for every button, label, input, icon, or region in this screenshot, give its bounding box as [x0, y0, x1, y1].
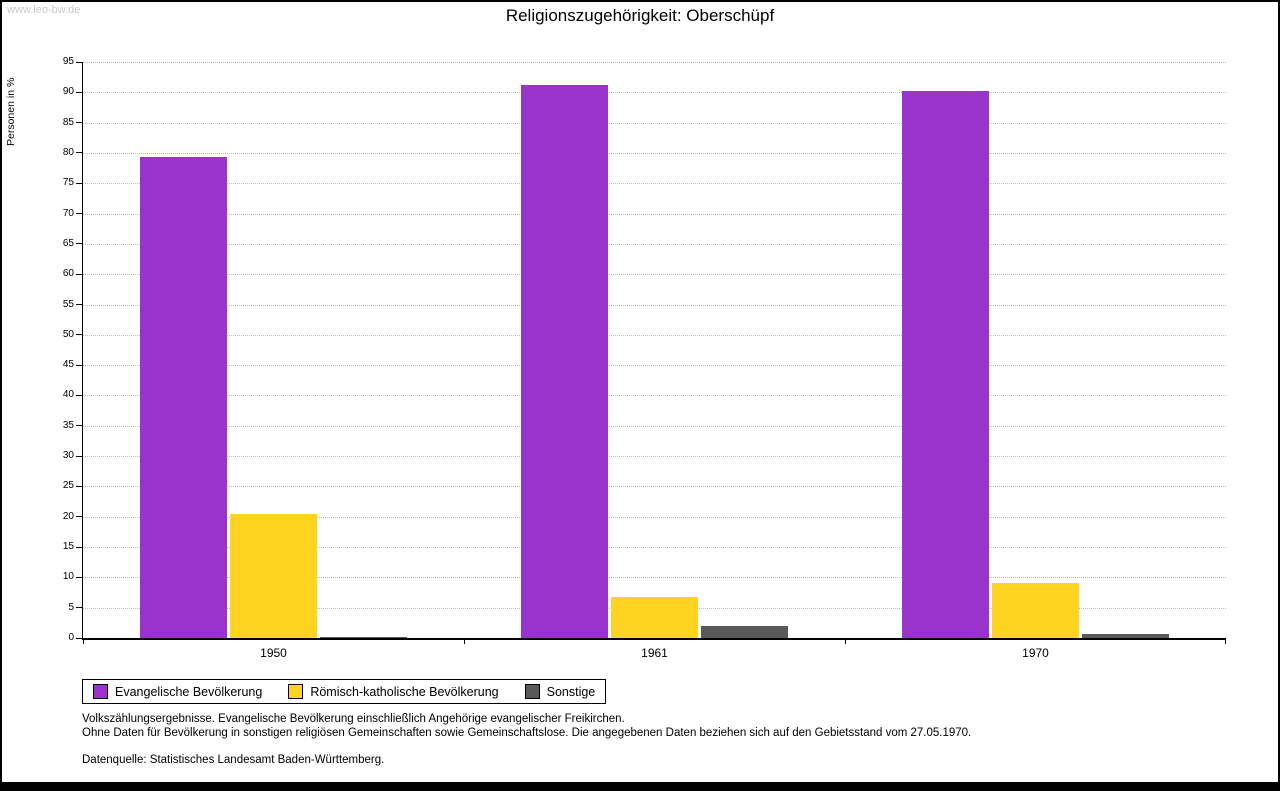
y-gridline [83, 395, 1226, 397]
y-tick-label: 70 [62, 207, 74, 219]
y-tick [76, 394, 83, 396]
y-axis-label: Personen in % [5, 77, 17, 147]
bar-evangelische-bev-lkerung [521, 85, 608, 638]
x-axis-label: 1950 [260, 646, 287, 660]
y-gridline [83, 365, 1226, 367]
y-gridline [83, 304, 1226, 306]
y-tick [76, 334, 83, 336]
legend-item: Römisch-katholische Bevölkerung [288, 684, 499, 699]
legend-item: Evangelische Bevölkerung [93, 684, 262, 699]
y-gridline [83, 213, 1226, 215]
y-tick-label: 15 [62, 541, 74, 553]
y-gridline [83, 334, 1226, 336]
legend: Evangelische Bevölkerung Römisch-katholis… [82, 679, 607, 704]
y-tick-label: 55 [62, 298, 74, 310]
y-tick-label: 20 [62, 510, 74, 522]
y-tick-label: 65 [62, 237, 74, 249]
legend-item: Sonstige [524, 684, 596, 699]
x-tick [464, 638, 465, 644]
y-tick [76, 425, 83, 427]
y-tick [76, 243, 83, 245]
legend-swatch [93, 684, 108, 699]
y-tick-label: 85 [62, 116, 74, 128]
y-tick-label: 80 [62, 146, 74, 158]
legend-swatch [288, 684, 304, 699]
y-tick [76, 304, 83, 306]
footnote-source: Datenquelle: Statistisches Landesamt Bad… [82, 754, 385, 766]
y-tick-label: 25 [62, 480, 74, 492]
footnotes: Volkszählungsergebnisse. Evangelische Be… [82, 713, 1258, 768]
legend-swatch [524, 684, 540, 699]
bar-sonstige [1082, 633, 1169, 638]
y-tick [76, 637, 83, 639]
y-tick [76, 546, 83, 548]
y-tick [76, 273, 83, 275]
y-tick [76, 182, 83, 184]
footnote-line: Ohne Daten für Bevölkerung in sonstigen … [82, 726, 972, 739]
y-gridline [83, 577, 1226, 579]
y-tick [76, 455, 83, 457]
y-gridline [83, 425, 1226, 427]
y-tick [76, 122, 83, 124]
y-tick [76, 364, 83, 366]
y-tick-label: 75 [62, 177, 74, 189]
y-gridline [83, 243, 1226, 245]
y-tick [76, 91, 83, 93]
plot-area: 0 5 10 15 20 25 30 35 40 45 50 55 60 65 70 75 80 85 90 95 19… [63, 56, 1226, 660]
x-tick [83, 638, 84, 644]
bar-r-misch-katholische-bev-lkerung [611, 597, 698, 638]
bar-r-misch-katholische-bev-lkerung [992, 582, 1079, 638]
y-tick [76, 576, 83, 578]
y-gridline [83, 274, 1226, 276]
y-gridline [83, 152, 1226, 154]
y-tick-label: 35 [62, 419, 74, 431]
y-tick-label: 5 [68, 601, 74, 613]
y-gridline [83, 183, 1226, 185]
bar-sonstige [320, 636, 407, 638]
bar-evangelische-bev-lkerung [902, 91, 989, 638]
legend-label: Sonstige [546, 684, 596, 699]
footnote-line: Volkszählungsergebnisse. Evangelische Be… [82, 713, 625, 725]
bar-evangelische-bev-lkerung [140, 156, 227, 638]
y-gridline [83, 456, 1226, 458]
y-gridline [83, 547, 1226, 549]
bar-r-misch-katholische-bev-lkerung [230, 514, 317, 638]
x-axis-label: 1961 [641, 646, 668, 660]
bar-sonstige [701, 625, 788, 638]
y-gridline [83, 516, 1226, 518]
y-tick [76, 213, 83, 215]
y-tick-label: 60 [62, 268, 74, 280]
y-tick-label: 90 [62, 86, 74, 98]
y-tick [76, 607, 83, 609]
y-gridline [83, 62, 1226, 63]
x-tick [845, 638, 846, 644]
y-gridline [83, 92, 1226, 94]
y-tick-label: 10 [62, 571, 74, 583]
y-gridline [83, 122, 1226, 124]
x-tick [1225, 638, 1226, 644]
y-tick [76, 152, 83, 154]
y-tick-label: 45 [62, 359, 74, 371]
legend-label: Römisch-katholische Bevölkerung [310, 684, 499, 699]
legend-label: Evangelische Bevölkerung [115, 684, 263, 699]
y-tick [76, 485, 83, 487]
chart-title: Religionszugehörigkeit: Oberschüpf [505, 6, 775, 25]
y-tick [76, 516, 83, 518]
y-tick-label: 50 [62, 328, 74, 340]
y-tick-label: 95 [62, 56, 74, 67]
y-tick [76, 61, 83, 63]
y-tick-label: 0 [68, 632, 74, 643]
y-tick-label: 30 [62, 450, 74, 462]
watermark: www.leo-bw.de [7, 4, 81, 16]
y-tick-label: 40 [62, 389, 74, 401]
y-gridline [83, 486, 1226, 488]
x-axis-label: 1970 [1022, 646, 1049, 660]
